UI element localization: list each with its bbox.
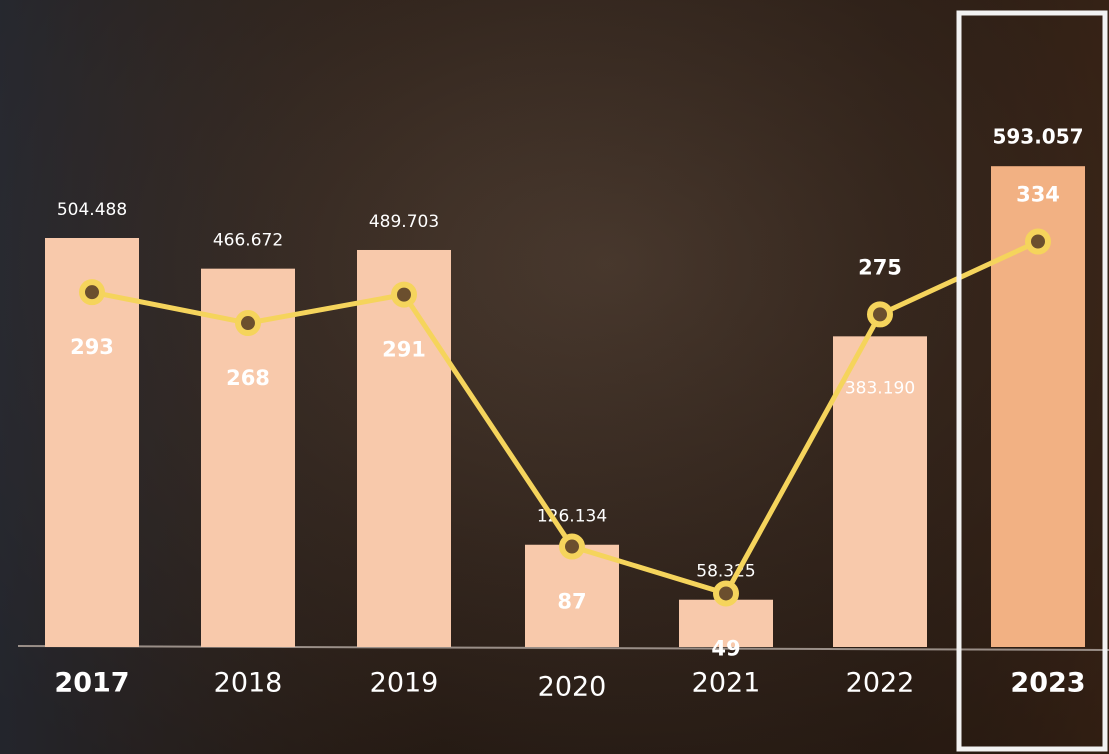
- x-tick-label: 2017: [54, 668, 129, 699]
- bar: [357, 249, 451, 647]
- bar: [525, 544, 619, 647]
- highlight-box: [956, 10, 1108, 752]
- line-marker: [867, 301, 893, 328]
- x-tick-label: 2023: [1010, 668, 1085, 699]
- bar-value-label: 383.190: [845, 378, 915, 398]
- line-marker: [559, 533, 585, 560]
- bar-value-label: 593.057: [992, 125, 1083, 149]
- bar: [679, 599, 773, 647]
- line-value-label: 49: [711, 636, 740, 660]
- line-marker: [1025, 228, 1051, 255]
- line-value-label: 268: [226, 366, 270, 390]
- line-marker: [235, 310, 261, 337]
- bar-value-label: 489.703: [369, 212, 439, 232]
- line-marker: [79, 279, 105, 306]
- line-marker: [391, 281, 417, 308]
- bar: [45, 238, 139, 647]
- line-marker: [713, 580, 739, 607]
- x-tick-label: 2020: [538, 672, 607, 703]
- x-tick-label: 2018: [214, 668, 283, 699]
- line-value-label: 293: [70, 335, 114, 359]
- bar-value-label: 466.672: [213, 231, 283, 251]
- baseline: [17, 645, 1109, 651]
- x-tick-label: 2019: [370, 668, 439, 699]
- line-value-label: 275: [858, 255, 902, 279]
- line-value-label: 291: [382, 338, 426, 362]
- x-tick-label: 2021: [692, 668, 761, 699]
- bar-value-label: 58.325: [696, 562, 755, 582]
- x-tick-label: 2022: [846, 668, 915, 699]
- line-value-label: 334: [1016, 183, 1060, 207]
- bar-value-label: 504.488: [57, 200, 127, 220]
- line-value-label: 87: [557, 590, 586, 614]
- bar: [833, 336, 927, 647]
